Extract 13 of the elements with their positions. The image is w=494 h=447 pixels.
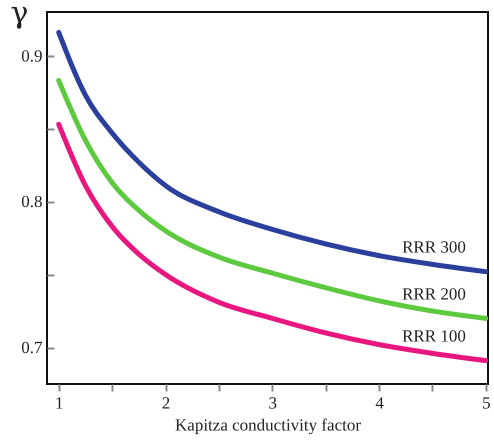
series-label: RRR 100 (402, 326, 466, 346)
x-tick-label: 5 (482, 394, 491, 412)
series-label: RRR 300 (402, 238, 466, 257)
y-tick-label: 0.7 (21, 338, 43, 358)
x-axis-title: Kapitza conductivity factor (175, 416, 362, 434)
x-tick-label: 1 (54, 394, 64, 412)
series-label: RRR 200 (402, 284, 466, 304)
y-tick-label: 0.9 (21, 46, 42, 66)
x-tick-label: 3 (268, 394, 278, 412)
x-tick-label: 4 (375, 394, 384, 412)
y-tick-label: 0.8 (21, 192, 42, 212)
x-tick-label: 2 (162, 394, 170, 412)
y-axis-title: γ (10, 0, 28, 30)
